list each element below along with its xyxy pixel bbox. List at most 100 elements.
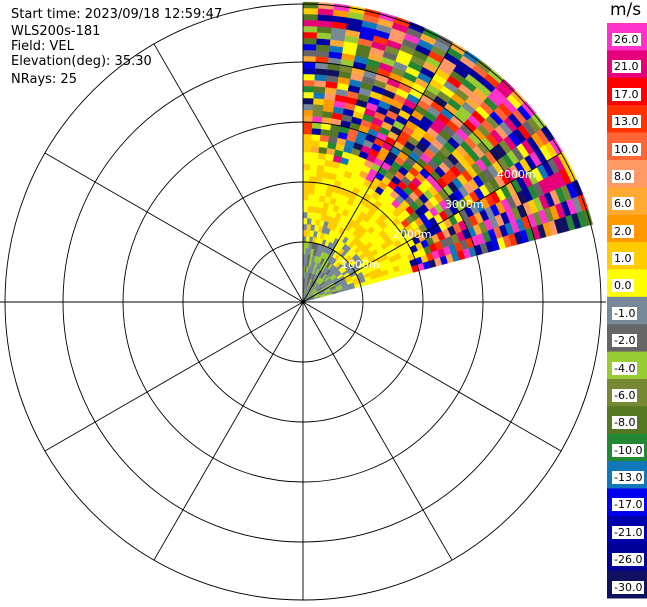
velocity-gate bbox=[302, 91, 315, 99]
azimuth-spoke bbox=[302, 43, 453, 303]
range-ring-label: 2000m bbox=[393, 228, 432, 241]
velocity-gate bbox=[311, 128, 322, 136]
velocity-gate bbox=[312, 104, 324, 112]
velocity-gate bbox=[302, 1, 319, 9]
velocity-gate bbox=[302, 151, 312, 159]
velocity-gate bbox=[313, 92, 326, 100]
velocity-gate bbox=[302, 121, 313, 129]
velocity-gate bbox=[302, 211, 308, 219]
velocity-gate bbox=[307, 211, 313, 219]
start-time-label: Start time: 2023/09/18 12:59:47 bbox=[11, 7, 223, 22]
colorbar-tick-label: -2.0 bbox=[612, 334, 638, 348]
velocity-gate bbox=[307, 199, 314, 207]
velocity-gate bbox=[302, 127, 313, 135]
velocity-gate bbox=[317, 152, 327, 160]
velocity-gate bbox=[302, 181, 310, 189]
azimuth-spoke bbox=[153, 301, 304, 561]
velocity-gate bbox=[314, 188, 322, 196]
velocity-gate bbox=[314, 80, 327, 88]
range-ring-label: 4000m bbox=[497, 168, 536, 181]
field-label: Field: VEL bbox=[11, 39, 74, 54]
velocity-gate bbox=[302, 115, 313, 123]
velocity-gate bbox=[302, 103, 314, 111]
velocity-gate bbox=[302, 31, 318, 39]
velocity-gate bbox=[302, 7, 319, 15]
velocity-gate bbox=[302, 109, 314, 117]
velocity-gate bbox=[302, 223, 308, 231]
colorbar-tick-label: 6.0 bbox=[612, 197, 634, 211]
velocity-gate bbox=[302, 61, 316, 69]
colorbar-tick-label: -13.0 bbox=[612, 471, 645, 485]
velocity-gate bbox=[302, 163, 311, 171]
velocity-gate bbox=[309, 164, 318, 171]
velocity-gate bbox=[302, 229, 307, 237]
velocity-gate bbox=[315, 50, 330, 58]
velocity-gate bbox=[302, 73, 316, 81]
colorbar-tick-label: -8.0 bbox=[612, 416, 638, 430]
azimuth-spoke bbox=[302, 301, 453, 561]
velocity-gate bbox=[309, 176, 317, 183]
range-ring-label: 3000m bbox=[445, 198, 484, 211]
velocity-gate bbox=[302, 199, 309, 207]
velocity-gate bbox=[316, 44, 331, 52]
velocity-gate bbox=[302, 25, 318, 33]
velocity-gate bbox=[311, 140, 321, 148]
colorbar-tick-label: 17.0 bbox=[612, 87, 641, 101]
velocity-gate bbox=[310, 146, 320, 153]
velocity-gate bbox=[318, 2, 335, 10]
velocity-gate bbox=[306, 217, 312, 225]
velocity-gate bbox=[302, 19, 318, 27]
colorbar-tick-label: -10.0 bbox=[612, 443, 645, 457]
colorbar-tick-label: 0.0 bbox=[612, 279, 634, 293]
azimuth-spoke bbox=[302, 152, 562, 303]
colorbar-tick-label: 26.0 bbox=[612, 33, 641, 46]
velocity-gate bbox=[302, 157, 311, 165]
range-ring-label: 1000m bbox=[341, 258, 380, 271]
velocity-gate bbox=[302, 217, 308, 225]
velocity-gate bbox=[302, 193, 309, 201]
velocity-gate bbox=[316, 26, 333, 34]
polar-grid bbox=[0, 3, 606, 601]
velocity-gate bbox=[309, 170, 317, 177]
velocity-gate bbox=[308, 182, 316, 189]
velocity-gate bbox=[302, 169, 311, 177]
velocity-gate bbox=[302, 139, 312, 147]
colorbar-tick-label: 8.0 bbox=[612, 169, 634, 183]
azimuth-spoke bbox=[302, 301, 562, 452]
velocity-gate bbox=[302, 97, 314, 105]
azimuth-spoke bbox=[153, 43, 304, 303]
elevation-label: Elevation(deg): 35.30 bbox=[11, 54, 152, 69]
velocity-gate bbox=[302, 187, 310, 195]
range-ring-labels: 1000m 2000m 3000m 4000m bbox=[341, 168, 536, 271]
nrays-label: NRays: 25 bbox=[11, 72, 77, 87]
velocity-gate bbox=[302, 79, 315, 87]
velocity-gate bbox=[313, 98, 325, 106]
velocity-gate bbox=[310, 158, 319, 165]
velocity-gate bbox=[302, 145, 312, 153]
velocity-gate bbox=[308, 193, 315, 201]
azimuth-spoke bbox=[44, 301, 304, 452]
velocity-gate bbox=[302, 235, 307, 243]
velocity-gate bbox=[316, 164, 325, 172]
velocity-gate bbox=[314, 68, 328, 76]
velocity-gate bbox=[308, 187, 316, 195]
colorbar-tick-label: 10.0 bbox=[612, 142, 641, 156]
velocity-gate bbox=[307, 205, 314, 213]
velocity-gate bbox=[314, 74, 327, 82]
colorbar-tick-label: 2.0 bbox=[612, 224, 634, 238]
colorbar-tick-label: 13.0 bbox=[612, 115, 641, 129]
colorbar-unit-label: m/s bbox=[610, 0, 642, 20]
colorbar-tick-label: 1.0 bbox=[612, 252, 634, 266]
azimuth-spoke bbox=[44, 152, 304, 303]
colorbar-tick-label: 21.0 bbox=[612, 60, 641, 74]
velocity-gate bbox=[316, 170, 324, 178]
velocity-gate bbox=[317, 158, 326, 166]
velocity-gates bbox=[302, 1, 593, 303]
colorbar-tick-label: -21.0 bbox=[612, 525, 645, 539]
velocity-gate bbox=[302, 241, 307, 249]
velocity-gate bbox=[312, 110, 324, 118]
instrument-label: WLS200s-181 bbox=[11, 24, 101, 39]
velocity-gate bbox=[316, 32, 332, 40]
velocity-gate bbox=[302, 37, 317, 45]
